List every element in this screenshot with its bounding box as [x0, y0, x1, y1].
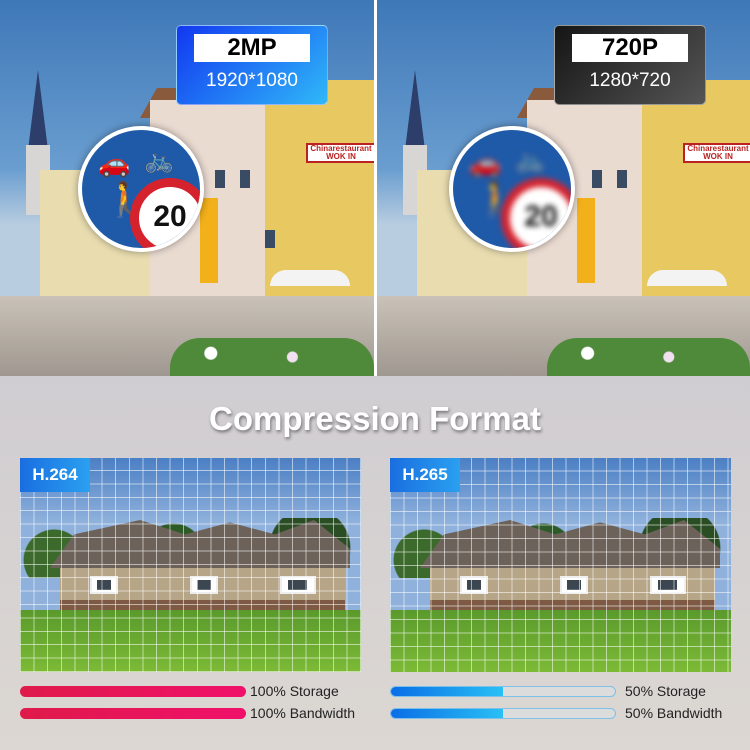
church-spire — [405, 70, 425, 150]
h265-bandwidth-label: 50% Bandwidth — [625, 705, 723, 721]
codec-label: H.264 — [20, 458, 90, 492]
window — [240, 170, 250, 188]
bicycle-icon: 🚲 — [144, 147, 174, 174]
section-title: Compression Format — [209, 400, 541, 437]
resolution-badge-720p: 720P 1280*720 — [554, 25, 706, 105]
badge-resolution: 1920*1080 — [206, 70, 298, 91]
magnifier-blurred: 🚗 🚲 🚶 20 — [449, 126, 575, 252]
speed-limit-sign: 20 — [130, 178, 200, 248]
building — [265, 80, 374, 330]
car-icon: 🚗 — [98, 148, 131, 178]
window — [592, 170, 602, 188]
h265-bandwidth-bar — [390, 708, 616, 719]
street-scene-2mp: Chinarestaurant WOK IN 🚗 🚲 🚶 20 2MP 1920… — [0, 0, 374, 376]
h265-bandwidth-fill — [391, 709, 503, 718]
street-scene-720p: Chinarestaurant WOK IN 🚗 🚲 🚶 20 720P 128… — [377, 0, 750, 376]
magnifier: 🚗 🚲 🚶 20 — [78, 126, 204, 252]
h264-bandwidth-label: 100% Bandwidth — [250, 705, 356, 721]
house-photo-h264: H.264 — [20, 458, 361, 672]
window — [215, 170, 225, 188]
umbrella — [647, 270, 727, 286]
building — [642, 80, 750, 330]
window — [617, 170, 627, 188]
h264-storage-bar — [20, 686, 246, 697]
h264-storage-label: 100% Storage — [250, 683, 339, 699]
flower-bush — [170, 338, 374, 376]
badge-label: 2MP — [194, 34, 310, 62]
flower-bush — [547, 338, 750, 376]
resolution-badge-2mp: 2MP 1920*1080 — [176, 25, 328, 105]
h265-storage-fill — [391, 687, 503, 696]
speed-limit-sign: 20 — [501, 178, 571, 248]
flag — [577, 198, 595, 283]
h265-storage-label: 50% Storage — [625, 683, 706, 699]
umbrella — [270, 270, 350, 286]
badge-label: 720P — [572, 34, 688, 62]
window — [265, 230, 275, 248]
house-photo-h265: H.265 — [390, 458, 731, 672]
badge-resolution: 1280*720 — [589, 70, 671, 91]
church-spire — [28, 70, 48, 150]
resolution-comparison: Chinarestaurant WOK IN 🚗 🚲 🚶 20 2MP 1920… — [0, 0, 750, 376]
codec-label: H.265 — [390, 458, 460, 492]
h265-storage-bar — [390, 686, 616, 697]
h264-bandwidth-bar — [20, 708, 246, 719]
macroblock-grid — [390, 458, 731, 672]
macroblock-grid — [20, 458, 361, 672]
flag — [200, 198, 218, 283]
shop-sign: Chinarestaurant WOK IN — [683, 143, 750, 163]
car-icon: 🚗 — [469, 148, 502, 178]
bicycle-icon: 🚲 — [515, 147, 545, 174]
shop-sign: Chinarestaurant WOK IN — [306, 143, 374, 163]
